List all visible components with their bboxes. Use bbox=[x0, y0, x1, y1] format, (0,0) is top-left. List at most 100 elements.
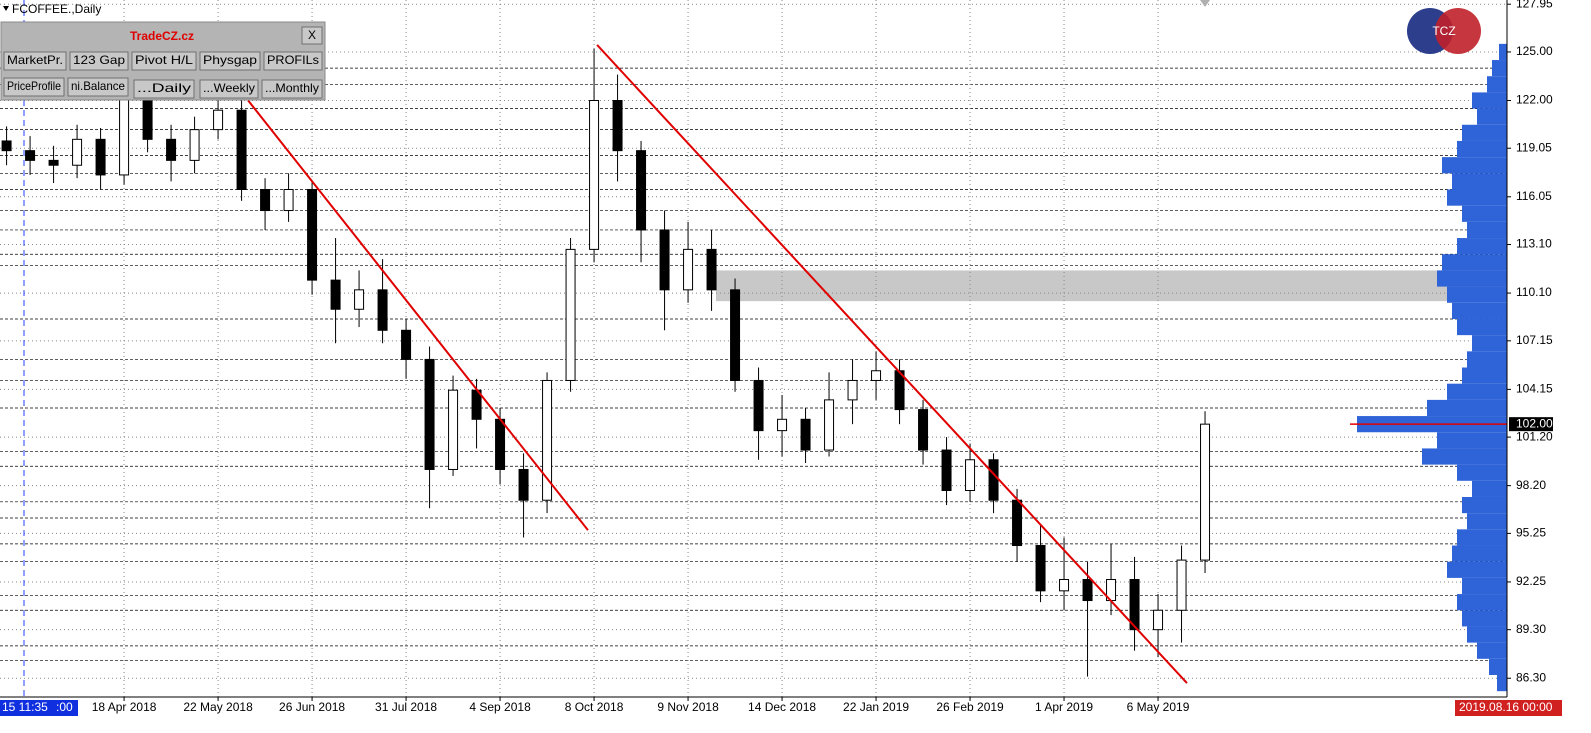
time-box bbox=[0, 700, 54, 716]
panel-button[interactable] bbox=[261, 79, 323, 99]
profile-bar bbox=[1462, 496, 1507, 514]
profile-bar bbox=[1442, 254, 1507, 271]
close-label[interactable]: X bbox=[308, 28, 316, 42]
panel-button-label[interactable]: MarketPr. bbox=[7, 53, 63, 67]
y-tick-label: 125.00 bbox=[1516, 44, 1553, 58]
panel-title: TradeCZ.cz bbox=[130, 29, 194, 43]
profile-bar bbox=[1442, 157, 1507, 174]
panel-button-label[interactable]: Pivot H/L bbox=[135, 53, 193, 67]
start-time-tail: :00 bbox=[56, 700, 73, 714]
panel-button[interactable] bbox=[199, 79, 259, 99]
price-label: 102.00 bbox=[1516, 416, 1553, 430]
candle-body bbox=[871, 370, 882, 381]
profile-bar bbox=[1467, 221, 1507, 239]
panel-button[interactable] bbox=[131, 51, 197, 71]
close-button[interactable] bbox=[301, 26, 323, 45]
trendline bbox=[247, 99, 589, 531]
zone bbox=[716, 270, 1507, 302]
plot bbox=[0, 0, 1507, 697]
profile-bar bbox=[1497, 674, 1507, 692]
candle-body bbox=[1153, 609, 1164, 631]
panel-button[interactable] bbox=[69, 51, 129, 71]
x-tick-label: 26 Feb 2019 bbox=[936, 700, 1004, 714]
profile-bar bbox=[1452, 302, 1507, 319]
profile-bar bbox=[1447, 286, 1507, 303]
panel-button[interactable] bbox=[199, 51, 261, 71]
candle-body bbox=[777, 418, 788, 432]
symbol-label: FCOFFEE.,Daily bbox=[12, 2, 101, 16]
panel-button-label[interactable]: ...Monthly bbox=[265, 81, 319, 95]
y-tick-label: 101.20 bbox=[1516, 429, 1553, 443]
logo: TCZ bbox=[1407, 8, 1481, 54]
price-box bbox=[1509, 417, 1553, 432]
start-time: 15 11:35 bbox=[2, 700, 48, 714]
panel-button[interactable] bbox=[263, 51, 323, 71]
profile-bar bbox=[1472, 92, 1507, 109]
y-tick-label: 104.15 bbox=[1516, 382, 1553, 396]
time-box bbox=[54, 700, 78, 716]
profile-bar bbox=[1457, 529, 1507, 546]
candle-body bbox=[542, 379, 553, 501]
profile-bar bbox=[1467, 351, 1507, 368]
panel-button[interactable] bbox=[3, 51, 67, 71]
profile-bar bbox=[1422, 448, 1507, 465]
y-tick-label: 127.95 bbox=[1516, 0, 1553, 10]
candle-body bbox=[448, 389, 459, 470]
panel-button[interactable] bbox=[133, 79, 195, 99]
x-tick-label: 8 Oct 2018 bbox=[565, 700, 624, 714]
candle-body bbox=[1059, 579, 1070, 592]
panel-button-label[interactable]: 123 Gap bbox=[73, 53, 125, 67]
candle-body bbox=[1200, 423, 1211, 561]
x-tick-label: 1 Apr 2019 bbox=[1035, 700, 1093, 714]
candle-body bbox=[166, 138, 177, 161]
y-tick-label: 122.00 bbox=[1516, 93, 1553, 107]
candle-body bbox=[683, 248, 694, 291]
candle-body bbox=[1035, 545, 1046, 592]
profile-bar bbox=[1499, 43, 1507, 61]
panel-button[interactable] bbox=[67, 77, 129, 97]
profile-bar bbox=[1489, 658, 1507, 675]
y-tick-label: 119.05 bbox=[1516, 140, 1552, 154]
panel-button-label[interactable]: PriceProfile bbox=[7, 79, 61, 93]
candle-body bbox=[189, 129, 200, 161]
trendline bbox=[596, 44, 1188, 684]
y-tick-label: 116.05 bbox=[1516, 189, 1552, 203]
profile-bar bbox=[1492, 60, 1507, 77]
panel-button-label[interactable]: ni.Balance bbox=[71, 79, 125, 93]
candle-body bbox=[565, 248, 576, 381]
candle-body bbox=[424, 358, 435, 470]
panel-button-label[interactable]: Physgap bbox=[203, 53, 257, 67]
panel-button-label[interactable]: ...Weekly bbox=[203, 81, 255, 95]
x-tick-label: 26 Jun 2018 bbox=[279, 700, 345, 714]
candle-body bbox=[72, 138, 83, 166]
x-tick-label: 14 Dec 2018 bbox=[748, 700, 816, 714]
x-tick-label: 6 May 2019 bbox=[1127, 700, 1190, 714]
candle-body bbox=[518, 468, 529, 501]
y-tick-label: 107.15 bbox=[1516, 333, 1553, 347]
x-tick-label: 22 May 2018 bbox=[183, 700, 253, 714]
x-tick-label: 22 Jan 2019 bbox=[843, 700, 909, 714]
profile-bar bbox=[1457, 318, 1507, 336]
x-tick-label: 4 Sep 2018 bbox=[469, 700, 531, 714]
shift-marker bbox=[1200, 0, 1210, 7]
y-tick-label: 92.25 bbox=[1516, 574, 1546, 588]
candle-body bbox=[918, 409, 929, 451]
panel-button-label[interactable]: ...Daily bbox=[137, 81, 191, 95]
candle-body bbox=[1176, 559, 1187, 611]
candle-body bbox=[659, 229, 670, 291]
profile-bar bbox=[1447, 561, 1507, 578]
profile-bar bbox=[1477, 642, 1507, 659]
panel-button-label[interactable]: PROFILs bbox=[267, 53, 319, 67]
profile-bar bbox=[1457, 238, 1507, 255]
panel-button[interactable] bbox=[3, 77, 65, 97]
candle-body bbox=[48, 159, 59, 166]
profile-bar bbox=[1447, 383, 1507, 400]
candle-body bbox=[330, 279, 341, 310]
candle-body bbox=[988, 459, 999, 501]
candle-body bbox=[495, 418, 506, 470]
candle-body bbox=[377, 289, 388, 331]
profile-bar bbox=[1427, 399, 1507, 417]
x-tick-label: 9 Nov 2018 bbox=[657, 700, 719, 714]
profile-bar bbox=[1447, 189, 1507, 206]
